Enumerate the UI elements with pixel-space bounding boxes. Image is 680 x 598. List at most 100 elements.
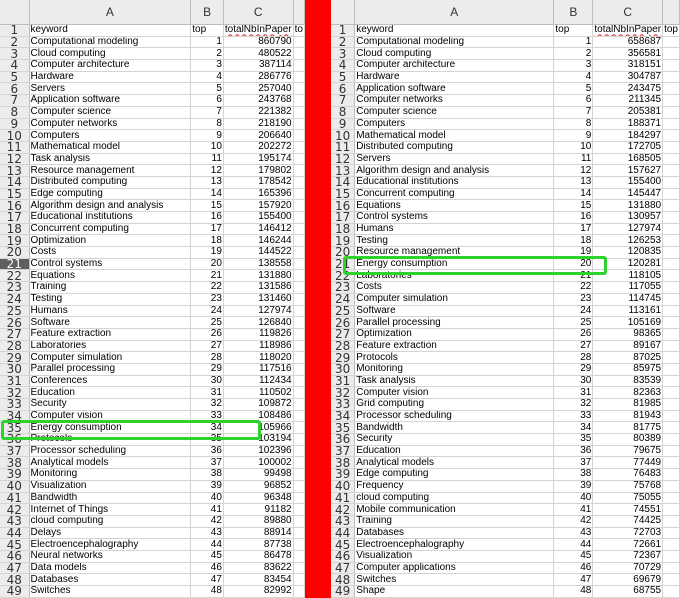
cell-top[interactable]: 37 xyxy=(190,456,224,470)
cell-empty[interactable] xyxy=(662,258,680,271)
cell-keyword[interactable]: Educational institutions xyxy=(29,211,192,224)
cell-top[interactable]: 41 xyxy=(553,503,594,516)
cell-top[interactable]: 35 xyxy=(553,433,594,446)
cell-keyword[interactable]: Computer vision xyxy=(29,410,192,423)
cell-empty[interactable] xyxy=(293,398,305,411)
cell-top[interactable]: 40 xyxy=(190,492,224,505)
row-number[interactable]: 27 xyxy=(0,328,30,341)
row-number[interactable]: 48 xyxy=(0,573,30,586)
cell-keyword[interactable]: Bandwidth xyxy=(29,492,192,505)
cell-keyword[interactable]: Costs xyxy=(354,281,555,294)
cell-total[interactable]: 131880 xyxy=(223,269,294,283)
cell-total[interactable]: 120281 xyxy=(592,258,664,271)
row-number[interactable]: 24 xyxy=(0,293,30,306)
cell-top-header[interactable]: top xyxy=(190,24,224,37)
row-number[interactable]: 13 xyxy=(331,164,356,177)
cell-total[interactable]: 131460 xyxy=(223,293,294,306)
cell-top[interactable]: 17 xyxy=(553,223,594,236)
cell-total[interactable]: 72703 xyxy=(592,527,664,540)
cell-empty[interactable] xyxy=(293,129,305,142)
cell-total[interactable]: 172705 xyxy=(592,141,664,154)
row-number[interactable]: 37 xyxy=(0,445,30,458)
row-number[interactable]: 26 xyxy=(331,316,356,329)
cell-top[interactable]: 21 xyxy=(190,269,224,283)
cell-total[interactable]: 81985 xyxy=(592,398,664,411)
cell-top[interactable]: 28 xyxy=(190,351,224,364)
cell-total[interactable]: 109872 xyxy=(223,398,294,411)
cell-top[interactable]: 16 xyxy=(553,211,594,224)
cell-top[interactable]: 31 xyxy=(190,386,224,399)
cell-empty[interactable] xyxy=(293,258,305,271)
cell-keyword[interactable]: cloud computing xyxy=(29,515,192,528)
cell-total[interactable]: 221382 xyxy=(223,106,294,119)
cell-keyword[interactable]: Computational modeling xyxy=(29,36,192,49)
cell-keyword[interactable]: Computer simulation xyxy=(29,351,192,364)
cell-total[interactable]: 89880 xyxy=(223,515,294,528)
cell-keyword[interactable]: Edge computing xyxy=(29,188,192,201)
row-number[interactable]: 30 xyxy=(331,363,356,376)
cell-empty[interactable] xyxy=(662,129,680,142)
cell-top[interactable]: 27 xyxy=(190,340,224,353)
cell-total[interactable]: 119826 xyxy=(223,328,294,341)
cell-top[interactable]: 4 xyxy=(553,71,594,84)
cell-total[interactable]: 81943 xyxy=(592,410,664,423)
cell-keyword[interactable]: Computers xyxy=(354,118,555,131)
cell-total[interactable]: 155400 xyxy=(223,211,294,224)
cell-top[interactable]: 41 xyxy=(190,503,224,516)
cell-empty[interactable] xyxy=(662,573,680,586)
cell-empty[interactable] xyxy=(293,59,305,72)
cell-total[interactable]: 83622 xyxy=(223,562,294,575)
row-number[interactable]: 27 xyxy=(331,328,356,341)
cell-empty[interactable] xyxy=(293,316,305,329)
cell-keyword[interactable]: Distributed computing xyxy=(29,176,192,189)
row-number[interactable]: 12 xyxy=(0,153,30,166)
cell-top[interactable]: 10 xyxy=(190,141,224,154)
cell-top[interactable]: 3 xyxy=(553,59,594,72)
column-header-a[interactable]: A xyxy=(29,0,192,25)
cell-total[interactable]: 126253 xyxy=(592,234,664,248)
cell-top[interactable]: 14 xyxy=(553,188,594,201)
row-number[interactable]: 31 xyxy=(331,375,356,388)
cell-total[interactable]: 83539 xyxy=(592,375,664,388)
row-number[interactable]: 33 xyxy=(331,398,356,411)
cell-total[interactable]: 100002 xyxy=(223,456,294,470)
cell-keyword[interactable]: cloud computing xyxy=(354,492,555,505)
cell-total[interactable]: 87025 xyxy=(592,351,664,364)
row-number[interactable]: 4 xyxy=(331,59,356,72)
cell-empty[interactable] xyxy=(293,573,305,586)
cell-top[interactable]: 36 xyxy=(553,445,594,458)
cell-empty[interactable] xyxy=(293,211,305,224)
cell-empty[interactable] xyxy=(662,503,680,516)
cell-total[interactable]: 74425 xyxy=(592,515,664,528)
cell-empty[interactable] xyxy=(662,176,680,189)
cell-keyword[interactable]: Databases xyxy=(354,527,555,540)
row-number[interactable]: 45 xyxy=(0,538,30,551)
cell-top[interactable]: 34 xyxy=(553,421,594,435)
cell-total[interactable]: 112434 xyxy=(223,375,294,388)
column-header-c[interactable]: C xyxy=(592,0,664,25)
cell-total[interactable]: 146244 xyxy=(223,234,294,248)
cell-empty[interactable] xyxy=(293,141,305,154)
cell-empty[interactable] xyxy=(293,305,305,318)
column-header-d[interactable] xyxy=(662,0,680,25)
cell-top[interactable]: 2 xyxy=(553,47,594,61)
cell-total[interactable]: 157920 xyxy=(223,199,294,212)
cell-empty[interactable] xyxy=(293,503,305,516)
cell-total[interactable]: 110502 xyxy=(223,386,294,399)
cell-empty[interactable] xyxy=(662,106,680,119)
cell-keyword[interactable]: Servers xyxy=(354,153,555,166)
row-number[interactable]: 3 xyxy=(0,47,30,61)
row-number[interactable]: 36 xyxy=(331,433,356,446)
cell-top[interactable]: 13 xyxy=(190,176,224,189)
row-number[interactable]: 21 xyxy=(331,258,356,271)
cell-empty[interactable] xyxy=(662,363,680,376)
cell-top[interactable]: 34 xyxy=(190,421,224,435)
cell-top[interactable]: 20 xyxy=(190,258,224,271)
cell-empty[interactable] xyxy=(662,59,680,72)
cell-empty[interactable] xyxy=(662,153,680,166)
cell-total[interactable]: 76483 xyxy=(592,468,664,481)
row-number[interactable]: 16 xyxy=(0,199,30,212)
row-number[interactable]: 10 xyxy=(0,129,30,142)
cell-top[interactable]: 5 xyxy=(190,82,224,96)
cell-keyword[interactable]: Bandwidth xyxy=(354,421,555,435)
